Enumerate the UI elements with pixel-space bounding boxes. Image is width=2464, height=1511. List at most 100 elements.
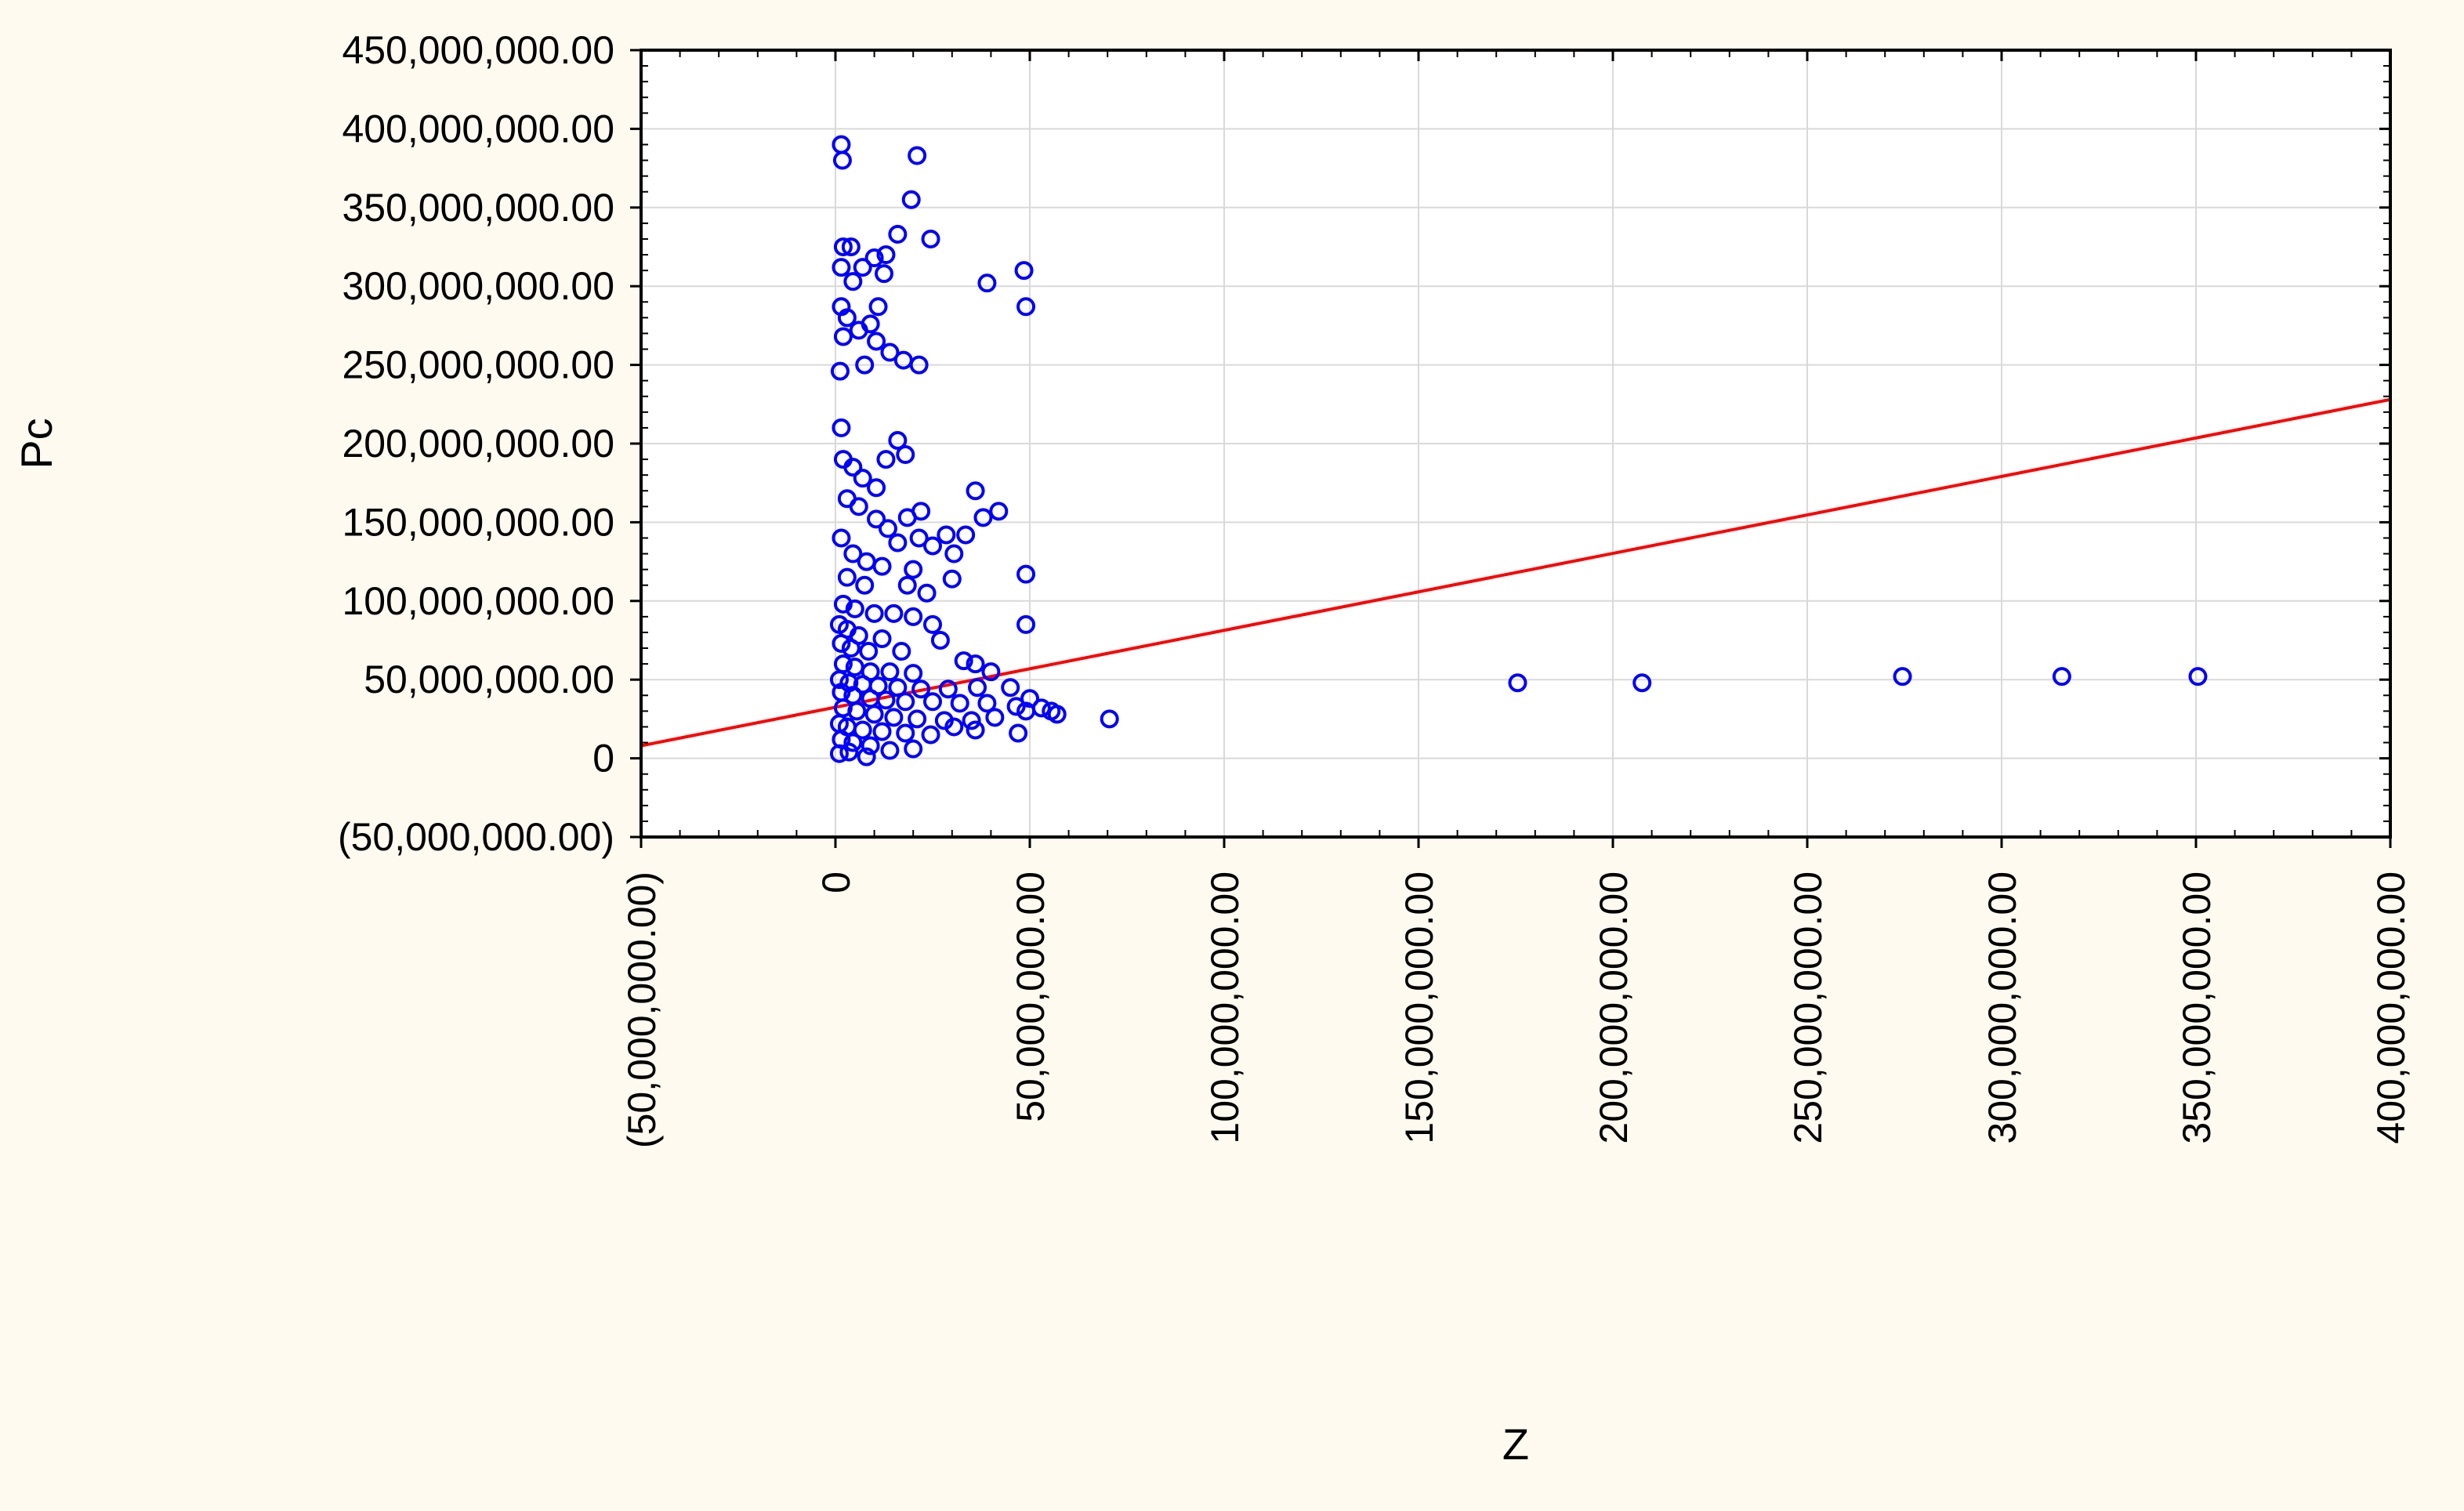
data-point <box>962 711 981 730</box>
regression-line <box>640 397 2391 748</box>
data-point <box>966 654 985 674</box>
data-point <box>921 229 940 248</box>
data-point <box>853 720 872 740</box>
data-point <box>977 694 997 713</box>
data-point <box>1047 705 1067 724</box>
data-point <box>849 321 868 340</box>
data-point <box>909 528 929 548</box>
data-point <box>880 342 900 362</box>
data-point <box>841 237 861 256</box>
data-point <box>1006 697 1026 716</box>
data-point <box>966 720 985 740</box>
data-point <box>864 705 884 724</box>
regression-line-group <box>640 397 2391 748</box>
data-point <box>872 722 892 741</box>
data-point <box>867 509 886 529</box>
y-tick-label: 0 <box>592 737 614 781</box>
data-point <box>880 741 900 760</box>
data-point <box>1016 614 1036 634</box>
data-point <box>833 594 853 614</box>
data-point <box>904 739 923 759</box>
data-point <box>981 662 1001 682</box>
x-tick-label: 150,000,000.00 <box>1397 871 1441 1144</box>
data-point <box>837 308 857 328</box>
data-point <box>847 701 867 721</box>
data-point <box>985 708 1005 727</box>
data-point <box>864 603 884 623</box>
data-point <box>884 708 904 727</box>
data-point <box>1009 723 1028 743</box>
data-point <box>973 508 993 527</box>
grid <box>641 50 2390 837</box>
data-point <box>843 272 863 292</box>
data-point <box>864 248 884 268</box>
data-point <box>832 634 851 654</box>
data-point <box>833 327 853 346</box>
y-tick-label: 250,000,000.00 <box>342 343 614 387</box>
data-point <box>849 497 868 516</box>
data-point <box>938 679 958 699</box>
data-point <box>923 614 942 634</box>
data-point <box>1014 261 1034 281</box>
x-tick-label: 0 <box>814 871 858 893</box>
data-point <box>1632 673 1652 693</box>
data-point <box>944 544 964 563</box>
data-point <box>968 678 987 698</box>
data-point <box>876 450 896 469</box>
data-point <box>1508 673 1527 693</box>
data-point <box>843 733 863 752</box>
y-axis-ticks: (50,000,000.00) 0 50,000,000.00 100,000,000… <box>338 28 641 859</box>
data-point <box>923 692 942 712</box>
data-point <box>896 723 915 743</box>
x-tick-label: 200,000,000.00 <box>1592 871 1636 1144</box>
data-point <box>954 651 973 671</box>
data-point <box>956 525 976 545</box>
data-point <box>829 670 849 690</box>
data-point <box>1100 709 1119 729</box>
data-point <box>1001 678 1020 698</box>
data-point <box>853 469 872 488</box>
data-point <box>888 533 908 553</box>
data-point <box>896 692 915 712</box>
data-point <box>845 599 864 618</box>
minor-ticks <box>640 49 2392 839</box>
y-tick-label: 200,000,000.00 <box>342 422 614 466</box>
data-point <box>897 508 917 527</box>
data-point <box>2188 667 2208 687</box>
data-point <box>839 742 859 762</box>
y-tick-label: 450,000,000.00 <box>342 28 614 72</box>
data-point <box>908 709 927 729</box>
data-point <box>1016 701 1036 721</box>
data-point <box>904 560 923 579</box>
data-point <box>904 664 923 683</box>
data-point <box>855 355 875 375</box>
data-points <box>829 135 2208 766</box>
y-tick-label: 100,000,000.00 <box>342 579 614 623</box>
data-point <box>880 662 900 682</box>
data-point <box>829 744 849 763</box>
x-tick-label: 100,000,000.00 <box>1203 871 1247 1144</box>
y-tick-label: 400,000,000.00 <box>342 107 614 150</box>
data-point <box>872 629 892 648</box>
data-point <box>911 679 931 699</box>
data-point <box>855 575 875 595</box>
data-point <box>841 639 861 658</box>
data-point <box>888 678 908 698</box>
data-point <box>1016 297 1036 317</box>
data-point <box>843 544 863 563</box>
data-point <box>937 525 956 545</box>
data-point <box>867 332 886 351</box>
data-point <box>853 258 872 277</box>
data-point <box>1020 689 1039 708</box>
data-point <box>868 297 888 317</box>
data-point <box>832 418 851 437</box>
data-point <box>843 458 863 477</box>
data-point <box>2052 667 2071 687</box>
x-tick-label: 350,000,000.00 <box>2175 871 2219 1144</box>
x-tick-label: (50,000,000.00) <box>620 871 664 1148</box>
y-tick-label: 50,000,000.00 <box>364 658 614 701</box>
data-point <box>897 575 917 595</box>
x-axis-ticks: (50,000,000.00) 0 50,000,000.00 100,000,000… <box>620 837 2413 1148</box>
data-point <box>950 694 969 713</box>
data-point <box>904 607 923 626</box>
